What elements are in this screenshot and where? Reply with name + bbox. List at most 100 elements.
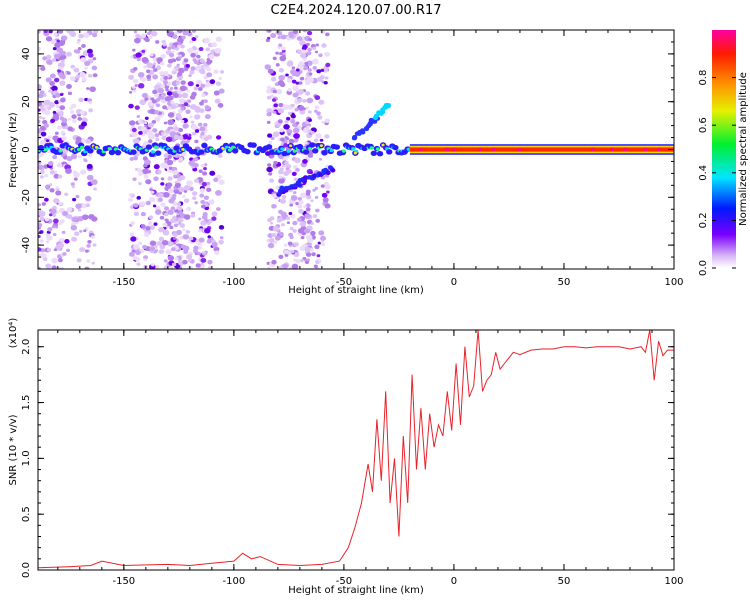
speckle [188,74,192,78]
speckle [305,106,310,110]
speckle [62,252,67,256]
speckle [84,66,88,70]
speckle [278,266,284,269]
speckle [175,78,180,82]
speckle [140,126,147,132]
speckle [66,214,73,220]
speckle [306,234,313,240]
speckle [292,165,298,169]
speckle [167,188,174,194]
speckle [306,194,312,200]
band-peak [419,147,423,152]
speckle [191,191,198,196]
speckle [144,97,149,101]
speckle [190,52,196,58]
speckle [194,35,199,39]
speckle [143,232,150,238]
speckle [304,246,311,252]
speckle [132,78,139,84]
speckle [66,207,73,213]
speckle [163,70,169,76]
speckle [278,175,283,179]
speckle [194,178,200,183]
speckle [172,68,176,72]
speckle [179,175,186,180]
speckle [158,226,165,233]
speckle [197,122,203,127]
speckle [292,220,298,226]
band-core [43,148,48,152]
speckle [181,35,186,40]
speckle [189,115,193,119]
speckle [38,30,41,34]
band-peak [643,147,648,152]
speckle [51,85,58,92]
x-tick-label: 50 [558,277,571,288]
x-tick-label: 50 [558,576,571,587]
speckle [192,196,197,200]
speckle [268,140,273,145]
speckle [137,71,145,78]
speckle [160,202,166,207]
speckle [68,30,76,36]
speckle [318,99,325,105]
snr-x-label: Height of straight line (km) [288,585,424,596]
speckle [149,53,154,57]
speckle [195,263,201,268]
speckle [182,259,188,265]
diagonal-streak [302,175,309,180]
speckle [41,202,47,206]
speckle [268,238,275,243]
speckle [324,118,331,123]
speckle [136,57,141,62]
speckle [209,170,216,176]
speckle [272,226,280,232]
speckle [267,163,272,167]
speckle [38,46,41,52]
speckle [146,69,151,74]
speckle [160,177,165,181]
speckle [201,181,207,187]
speckle [47,160,54,166]
speckle [290,103,295,108]
speckle [294,71,301,77]
speckle [49,102,55,108]
speckle [92,57,97,61]
speckle [267,68,274,74]
speckle [278,254,284,260]
speckle [279,198,285,204]
band-blob [392,144,399,151]
speckle [211,241,218,248]
speckle [152,204,157,208]
speckle [290,195,298,201]
speckle [130,236,137,242]
speckle [207,266,212,269]
speckle [172,58,177,63]
speckle [284,120,289,124]
speckle [167,95,174,101]
speckle [166,159,174,166]
speckle [140,77,147,82]
speckle [44,174,49,178]
speckle [129,120,136,126]
speckle [54,131,59,135]
speckle [269,221,274,225]
speckle [167,63,172,68]
speckle [186,254,193,260]
speckle [91,179,98,185]
speckle [290,213,296,219]
speckle [270,76,277,82]
band-blob [376,150,384,157]
speckle [282,104,290,110]
speckle [302,30,308,33]
speckle [307,110,312,114]
speckle [159,244,166,250]
speckle [58,258,63,263]
speckle [310,130,315,135]
speckle [271,233,277,238]
speckle [38,119,41,124]
speckle [180,80,186,85]
speckle [149,133,156,140]
speckle [286,78,293,83]
speckle [219,70,225,74]
